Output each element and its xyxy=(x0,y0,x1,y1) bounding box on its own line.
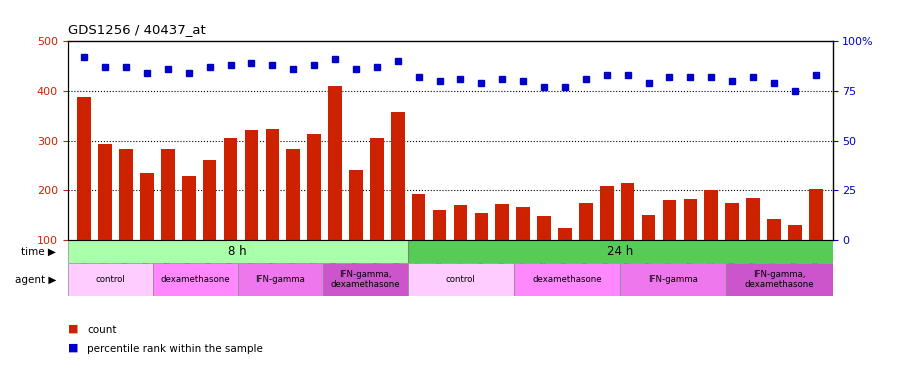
Bar xyxy=(370,138,383,240)
Bar xyxy=(408,263,514,296)
Bar xyxy=(621,183,634,240)
Text: GDS1256 / 40437_at: GDS1256 / 40437_at xyxy=(68,22,205,36)
Text: ■: ■ xyxy=(68,343,78,352)
Text: percentile rank within the sample: percentile rank within the sample xyxy=(87,344,263,354)
Bar xyxy=(620,263,726,296)
Bar xyxy=(349,170,363,240)
Bar xyxy=(391,112,404,240)
Bar xyxy=(433,210,446,240)
Bar xyxy=(152,263,238,296)
Text: IFN-gamma: IFN-gamma xyxy=(255,275,305,284)
Bar xyxy=(558,228,572,240)
Text: ■: ■ xyxy=(68,324,78,334)
Bar xyxy=(77,98,91,240)
Bar xyxy=(68,263,152,296)
Bar xyxy=(496,204,509,240)
Bar xyxy=(746,198,760,240)
Bar xyxy=(809,189,823,240)
Bar xyxy=(579,203,593,240)
Bar xyxy=(238,263,322,296)
Bar xyxy=(517,207,530,240)
Bar xyxy=(454,205,467,240)
Bar xyxy=(140,173,154,240)
Text: control: control xyxy=(446,275,475,284)
Bar xyxy=(307,134,321,240)
Bar xyxy=(161,149,175,240)
Text: dexamethasone: dexamethasone xyxy=(532,275,602,284)
Text: dexamethasone: dexamethasone xyxy=(160,275,230,284)
Bar xyxy=(245,130,258,240)
Bar xyxy=(408,240,832,263)
Text: agent ▶: agent ▶ xyxy=(14,275,56,285)
Bar xyxy=(202,160,216,240)
Bar xyxy=(725,203,739,240)
Bar xyxy=(474,213,488,240)
Text: count: count xyxy=(87,325,117,335)
Bar xyxy=(328,86,342,240)
Bar xyxy=(322,263,408,296)
Text: time ▶: time ▶ xyxy=(22,246,56,256)
Bar xyxy=(537,216,551,240)
Bar xyxy=(642,215,655,240)
Bar xyxy=(514,263,620,296)
Bar xyxy=(684,199,698,240)
Text: IFN-gamma,
dexamethasone: IFN-gamma, dexamethasone xyxy=(330,270,400,290)
Bar xyxy=(182,176,195,240)
Text: control: control xyxy=(95,275,125,284)
Bar xyxy=(68,240,408,263)
Bar xyxy=(600,186,614,240)
Bar xyxy=(98,144,112,240)
Bar xyxy=(726,263,832,296)
Bar xyxy=(788,225,802,240)
Text: IFN-gamma,
dexamethasone: IFN-gamma, dexamethasone xyxy=(744,270,814,290)
Text: 24 h: 24 h xyxy=(607,245,633,258)
Text: IFN-gamma: IFN-gamma xyxy=(648,275,698,284)
Bar xyxy=(767,219,781,240)
Bar xyxy=(705,190,718,240)
Bar xyxy=(266,129,279,240)
Bar xyxy=(412,194,426,240)
Bar xyxy=(662,200,676,240)
Bar xyxy=(286,149,300,240)
Bar xyxy=(119,149,133,240)
Bar xyxy=(224,138,238,240)
Text: 8 h: 8 h xyxy=(229,245,247,258)
